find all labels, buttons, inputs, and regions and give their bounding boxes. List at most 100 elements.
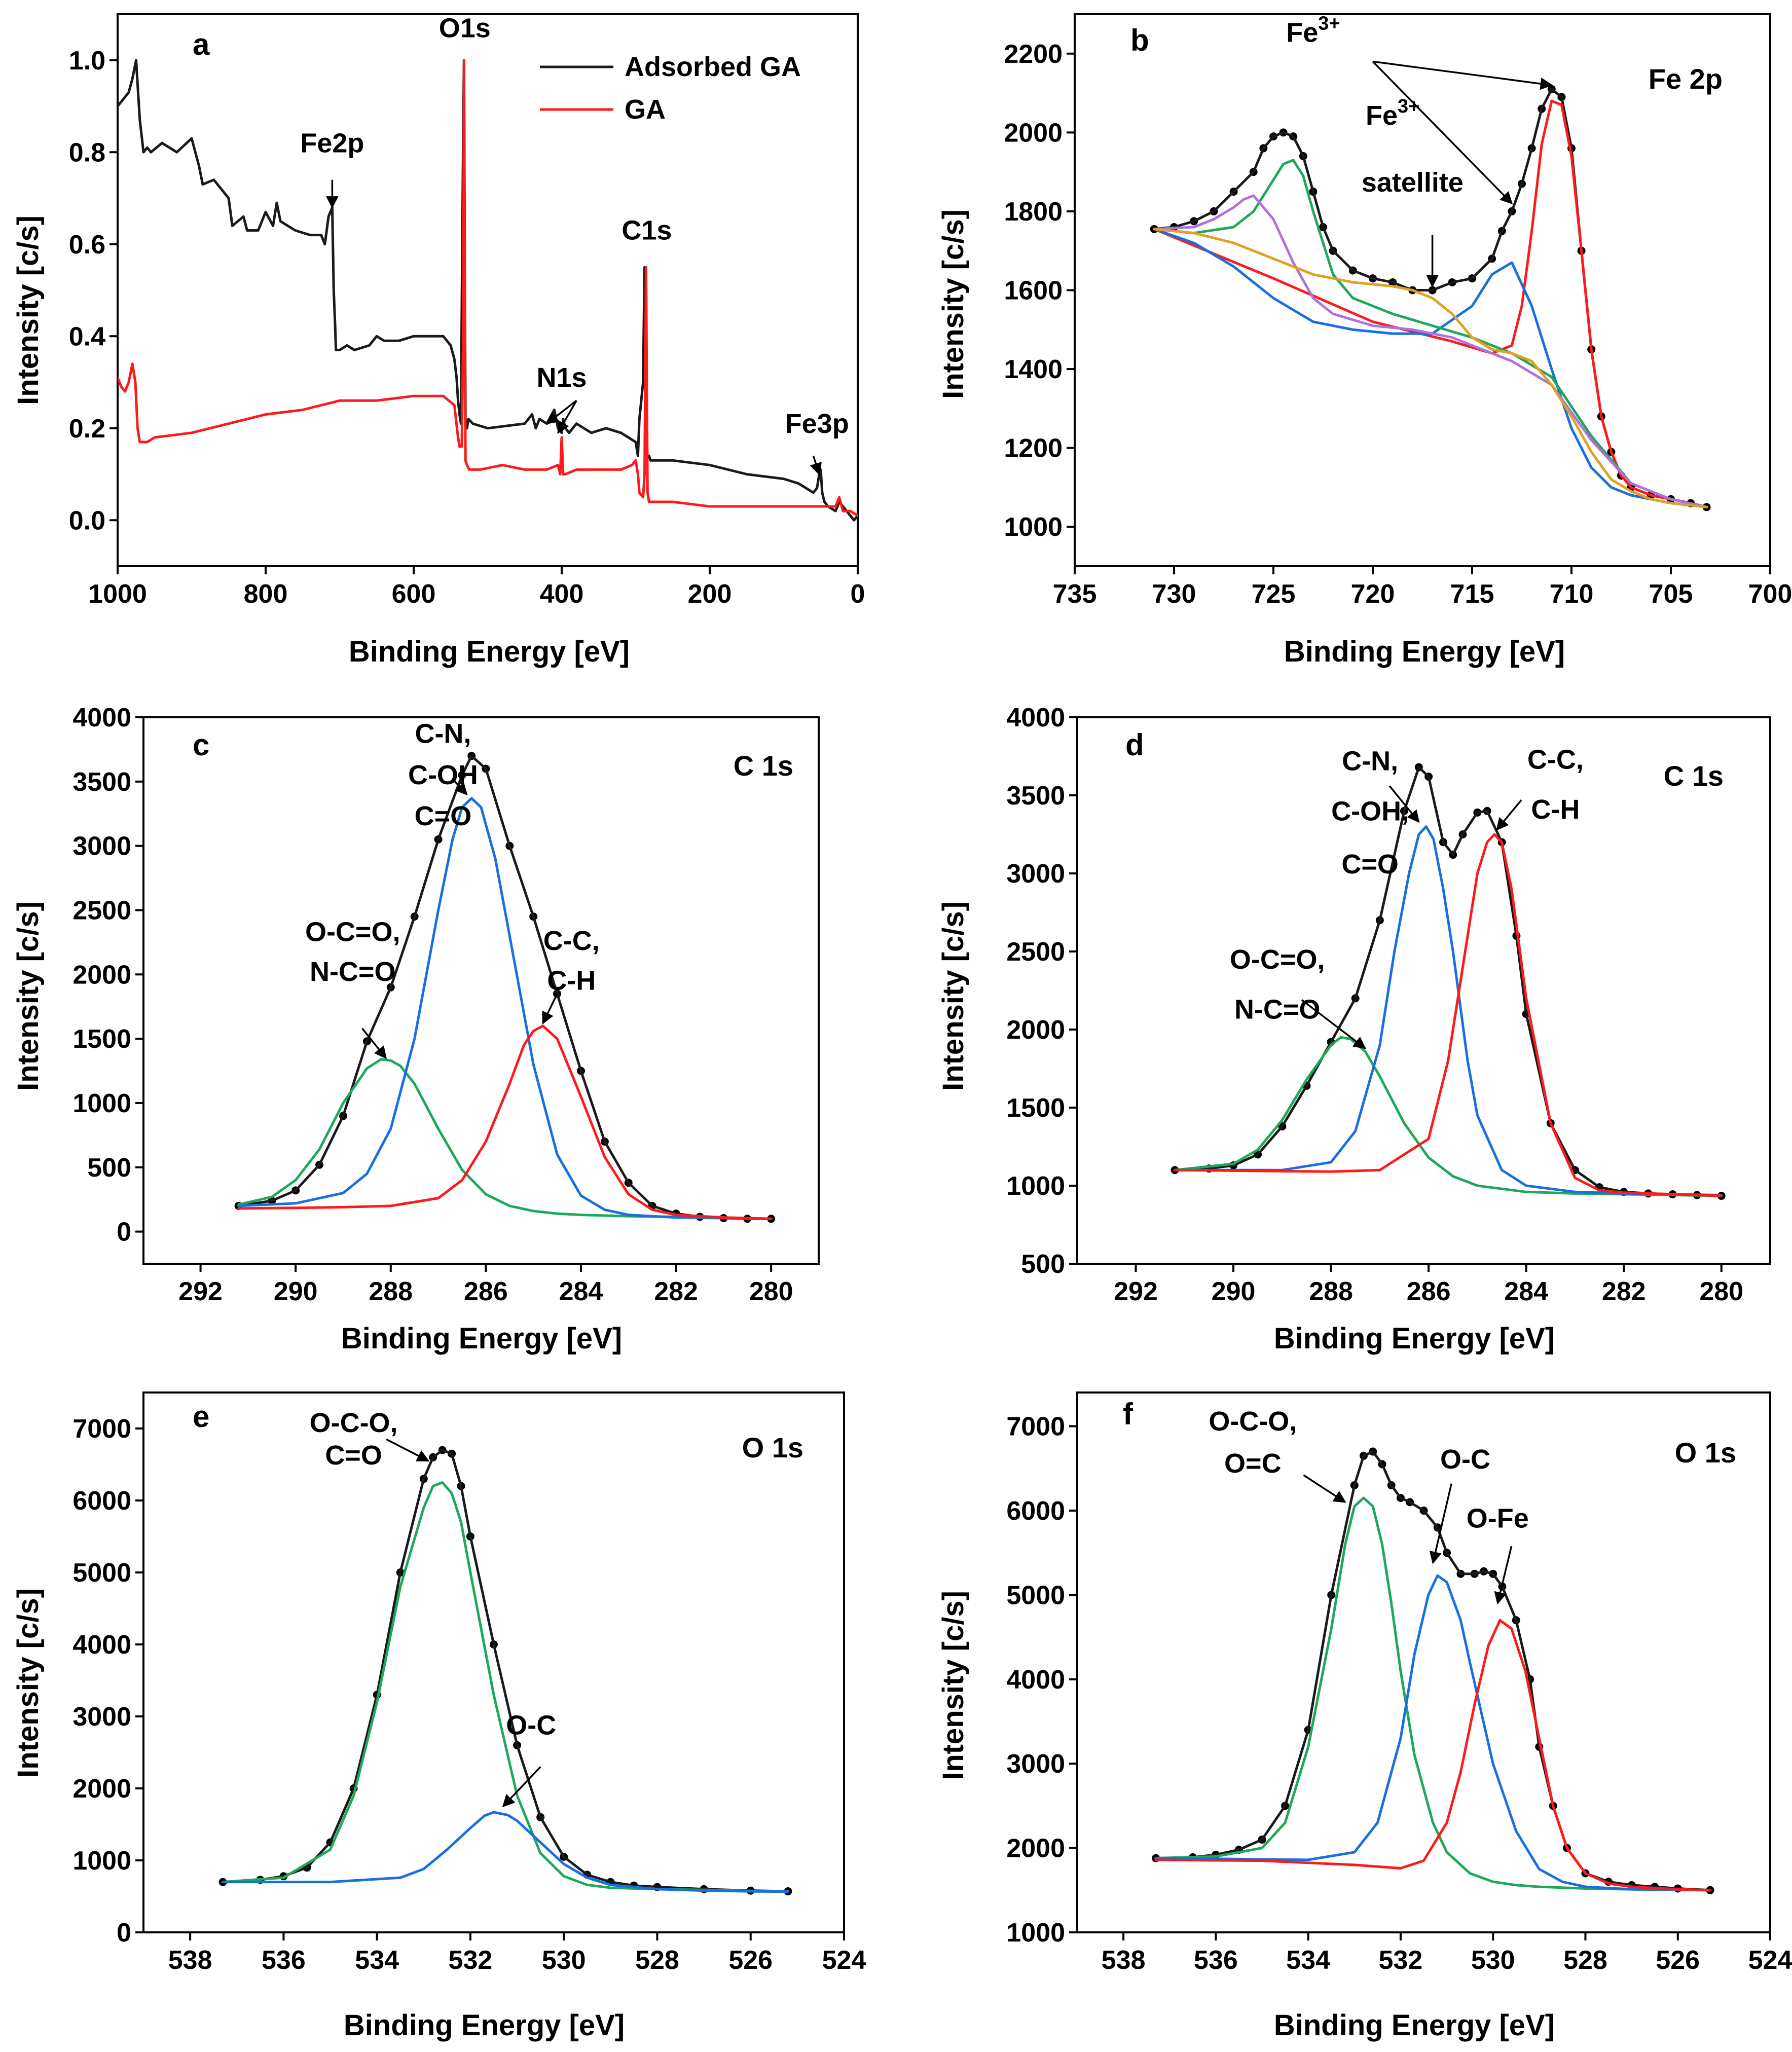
panel-b-series-peak-1 — [1153, 99, 1708, 508]
panel-c-ytick-label: 1500 — [72, 1024, 131, 1054]
panel-f-xlabel: Binding Energy [eV] — [1274, 2009, 1555, 2042]
panel-e-series-o-c-o-c-o — [222, 1481, 789, 1893]
panel-d-ytick-label: 1000 — [1006, 1171, 1065, 1201]
panel-f-xtick-label: 534 — [1286, 1946, 1330, 1975]
panel-a-ytick-label: 0.6 — [69, 230, 105, 260]
panel-e-ytick-label: 4000 — [72, 1630, 131, 1660]
panel-d-ytick-label: 2500 — [1006, 937, 1065, 967]
panel-e-xtick-label: 534 — [355, 1946, 399, 1975]
panel-e-plot: 538 536 534 532 530 528 526 524 0 1000 2000 3000 400… — [72, 1391, 866, 1975]
panel-d-xlabel: Binding Energy [eV] — [1274, 1322, 1555, 1355]
panel-d-xtick-label: 280 — [1699, 1277, 1743, 1306]
panel-c-ylabel: Intensity [c/s] — [12, 901, 45, 1091]
panel-a-ylabel: Intensity [c/s] — [12, 215, 45, 405]
panel-f-annotation: O-C-O, — [1209, 1406, 1297, 1437]
panel-d-core-label: C 1s — [1664, 760, 1724, 792]
panel-c-ytick-label: 2000 — [72, 960, 131, 990]
panel-b-xtick-label: 715 — [1450, 579, 1494, 609]
panel-c-xtick-label: 280 — [749, 1277, 793, 1306]
panel-b-series-peak-3 — [1153, 159, 1708, 508]
panel-e-series-o-c — [222, 1811, 789, 1893]
panel-f-series-o-fe — [1154, 1619, 1711, 1892]
panel-c-xtick-label: 286 — [464, 1277, 508, 1306]
panel-a-ytick-label: 0.4 — [69, 322, 105, 351]
panel-f-xtick-label: 536 — [1194, 1946, 1238, 1975]
panel-d-xtick-label: 288 — [1309, 1277, 1353, 1306]
panel-d-ylabel: Intensity [c/s] — [937, 901, 970, 1091]
panel-e-annotation-arrow — [386, 1438, 430, 1462]
panel-c-xlabel: Binding Energy [eV] — [341, 1322, 622, 1355]
panel-c-annotation-arrow — [361, 1028, 387, 1059]
panel-a-annotation: N1s — [536, 362, 587, 393]
panel-e-data-area — [218, 1446, 792, 1896]
panel-b-ylabel: Intensity [c/s] — [937, 209, 970, 399]
panel-e-ytick-label: 2000 — [72, 1774, 131, 1804]
panel-c-annotation: C-OH — [408, 760, 478, 790]
panel-a: a Binding Energy [eV] Intensity [c/s] Ad… — [12, 27, 801, 668]
panel-f-annotation: O=C — [1224, 1448, 1282, 1479]
panel-d-annotation: C-C, — [1527, 745, 1584, 775]
panel-f-xtick-label: 532 — [1379, 1946, 1423, 1975]
panel-d: d C 1s Binding Energy [eV] Intensity [c/… — [937, 728, 1724, 1355]
panel-a-data-area — [118, 59, 858, 522]
panel-b-data-area — [1150, 85, 1711, 511]
panel-a-annotation: O1s — [439, 13, 491, 43]
panel-b-series-peak-5 — [1153, 228, 1708, 508]
panel-letter-e: e — [193, 1400, 209, 1434]
panel-e-ytick-label: 1000 — [72, 1846, 131, 1876]
panel-c-plot: 292 290 288 286 284 282 280 0 500 1000 1500 2000 250… — [72, 703, 820, 1306]
panel-a-xtick-label: 600 — [392, 579, 436, 609]
panel-d-series-c-n-c-oh-c-o — [1174, 825, 1723, 1196]
panel-d-annotation-arrow — [1496, 799, 1522, 831]
panel-b-series-peak-4 — [1153, 194, 1708, 508]
panel-a-plot: 1000 800 600 400 200 0 0.0 0.2 0.4 0.6 0.8 1.0 O1s Fe… — [69, 13, 865, 609]
panel-c-series-c-c-c-h — [237, 1024, 773, 1220]
panel-d-series-envelope — [1174, 766, 1723, 1197]
panel-e: e O 1s Binding Energy [eV] Intensity [c/… — [12, 1400, 803, 2042]
panel-a-ytick-label: 0.0 — [69, 506, 105, 535]
panel-a-annotation: Fe3p — [785, 409, 849, 439]
panel-c-annotation: C=O — [415, 801, 472, 831]
panel-f-annotation-arrow — [1429, 1483, 1452, 1564]
legend-label-ga: GA — [625, 94, 666, 125]
panel-f-data-area — [1151, 1447, 1714, 1894]
panel-letter-d: d — [1125, 728, 1144, 762]
panel-c-ytick-label: 1000 — [72, 1089, 131, 1118]
panel-d-annotation: C-OH, — [1331, 796, 1409, 826]
panel-c-annotation: C-N, — [415, 719, 471, 749]
panel-b-ytick-label: 2000 — [1004, 118, 1063, 148]
panel-b-ytick-label: 1200 — [1004, 434, 1063, 463]
panel-b-annotation: Fe3+ — [1366, 96, 1419, 131]
panel-b: b Fe 2p Binding Energy [eV] Intensity [c… — [937, 23, 1723, 668]
panel-f-series-o-c-o-o-c — [1154, 1496, 1711, 1892]
panel-e-frame — [142, 1391, 845, 1933]
panel-b-xtick-label: 730 — [1152, 579, 1196, 609]
panel-d-annotation: C=O — [1341, 849, 1399, 880]
panel-c-ytick-label: 4000 — [72, 703, 131, 732]
panel-f-xtick-label: 530 — [1471, 1946, 1515, 1975]
panel-c-annotation-arrow — [452, 778, 468, 795]
legend-label-adsorbed-ga: Adsorbed GA — [625, 52, 801, 82]
panel-b-xtick-label: 735 — [1053, 579, 1097, 609]
panel-b-annotation: Fe3+ — [1286, 13, 1340, 48]
panel-f-xtick-label: 526 — [1656, 1946, 1700, 1975]
panel-e-xtick-label: 530 — [542, 1946, 586, 1975]
panel-f-ytick-label: 7000 — [1006, 1412, 1065, 1442]
panel-c-ytick-label: 0 — [117, 1218, 131, 1247]
panel-d-xtick-label: 282 — [1602, 1277, 1646, 1306]
panel-c-xtick-label: 290 — [274, 1277, 318, 1306]
panel-f-annotation: O-Fe — [1467, 1503, 1529, 1533]
panel-e-xtick-label: 526 — [728, 1946, 773, 1975]
panel-e-annotation: O-C — [506, 1710, 556, 1741]
panel-b-xtick-label: 720 — [1351, 579, 1395, 609]
panel-letter-f: f — [1123, 1397, 1133, 1431]
panel-b-ytick-label: 2200 — [1004, 40, 1063, 69]
panel-a-xlabel: Binding Energy [eV] — [349, 635, 630, 668]
panel-e-annotation: O-C-O, — [310, 1408, 398, 1438]
panel-c-series-c-n-c-oh-c-o — [237, 797, 773, 1220]
panel-d-annotation: C-H — [1531, 794, 1580, 825]
panel-f-ytick-label: 2000 — [1006, 1834, 1065, 1863]
panel-f-frame — [1076, 1391, 1771, 1933]
panel-c-annotation: N-C=O — [310, 957, 396, 987]
panel-c-xtick-label: 284 — [559, 1277, 603, 1306]
